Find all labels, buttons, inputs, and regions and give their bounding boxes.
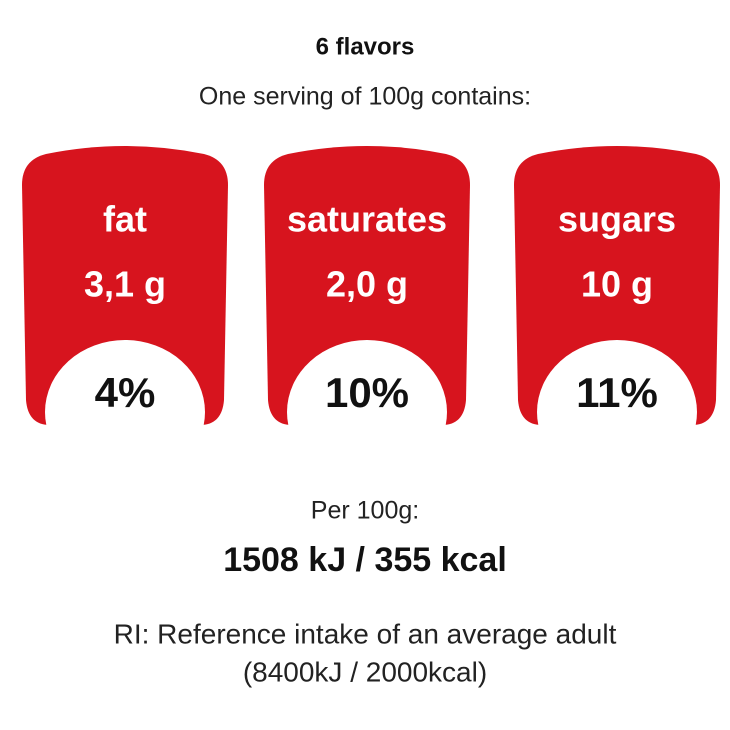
title: 6 flavors — [316, 33, 415, 60]
badge-shape — [264, 146, 470, 425]
percent-ellipse — [537, 340, 697, 425]
footer-reference: (8400kJ / 2000kcal) — [243, 656, 487, 687]
badge-percent: 4% — [95, 369, 156, 416]
badges: fat 3,1 g 4% saturates 2,0 g 10% sugars 10 g 11% — [22, 146, 720, 425]
badge: fat 3,1 g 4% — [22, 146, 228, 425]
badge-amount: 3,1 g — [84, 264, 166, 305]
badge-percent: 10% — [325, 369, 409, 416]
percent-ellipse — [287, 340, 447, 425]
badge-amount: 10 g — [581, 264, 653, 305]
energy-label: Per 100g: — [311, 497, 419, 525]
energy-value: 1508 kJ / 355 kcal — [223, 541, 507, 579]
footer-note: RI: Reference intake of an average adult — [114, 618, 617, 649]
badge-name: saturates — [287, 199, 447, 240]
badge: sugars 10 g 11% — [514, 146, 720, 425]
badge-name: sugars — [558, 199, 676, 240]
badge-percent: 11% — [576, 369, 658, 416]
percent-ellipse — [45, 340, 205, 425]
badge-shape — [22, 146, 228, 425]
badge-amount: 2,0 g — [326, 264, 408, 305]
badge: saturates 2,0 g 10% — [264, 146, 470, 425]
badge-name: fat — [103, 199, 147, 240]
subtitle: One serving of 100g contains: — [199, 83, 531, 111]
badge-shape — [514, 146, 720, 425]
